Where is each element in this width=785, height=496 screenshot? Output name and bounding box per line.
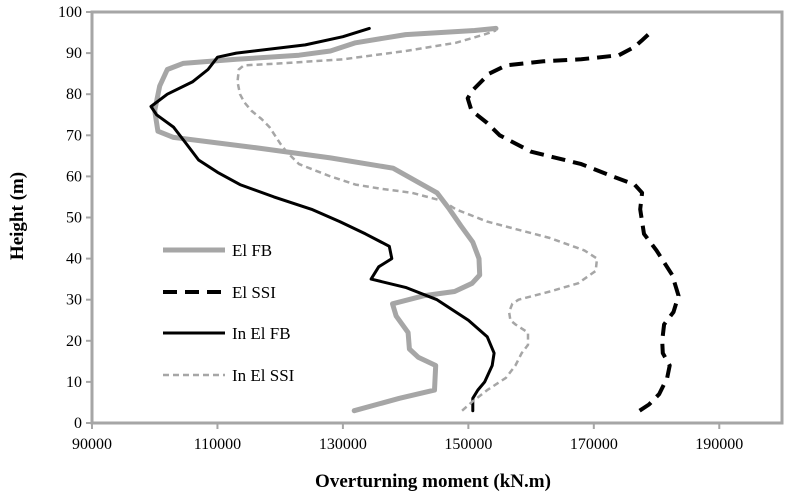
legend-label: In El FB xyxy=(232,324,291,343)
series-line-el-fb xyxy=(152,25,499,414)
x-axis-title: Overturning moment (kN.m) xyxy=(315,471,551,492)
plot-area: 0 10 20 30 40 50 60 70 80 90 100 90000 110000 130000 1… xyxy=(58,4,784,453)
y-tick-label: 0 xyxy=(74,415,82,432)
x-tick-label: 170000 xyxy=(570,436,618,453)
y-tick-label: 60 xyxy=(66,168,82,185)
y-axis-title: Height (m) xyxy=(7,172,28,260)
y-axis-title-group: Height (m) xyxy=(7,172,28,260)
x-tick-label: 190000 xyxy=(695,436,743,453)
y-tick-label: 50 xyxy=(66,210,82,227)
x-tick-label: 110000 xyxy=(194,436,241,453)
y-tick-label: 10 xyxy=(66,374,82,391)
legend-label: El SSI xyxy=(232,283,276,302)
y-tick-label: 20 xyxy=(66,333,82,350)
x-tick-label: 150000 xyxy=(444,436,492,453)
plot-frame xyxy=(90,10,784,425)
legend-label: In El SSI xyxy=(232,366,295,385)
x-tick-label: 130000 xyxy=(319,436,367,453)
series-line-in-el-fb xyxy=(149,26,496,413)
y-tick-label: 90 xyxy=(66,45,82,62)
x-tick-label: 90000 xyxy=(72,436,112,453)
y-tick-label: 70 xyxy=(66,127,82,144)
y-tick-label: 30 xyxy=(66,292,82,309)
y-tick-label: 100 xyxy=(58,4,82,21)
legend-label: El FB xyxy=(232,241,272,260)
series-line-el-ssi xyxy=(465,31,681,413)
y-tick-label: 80 xyxy=(66,86,82,103)
y-tick-label: 40 xyxy=(66,251,82,268)
